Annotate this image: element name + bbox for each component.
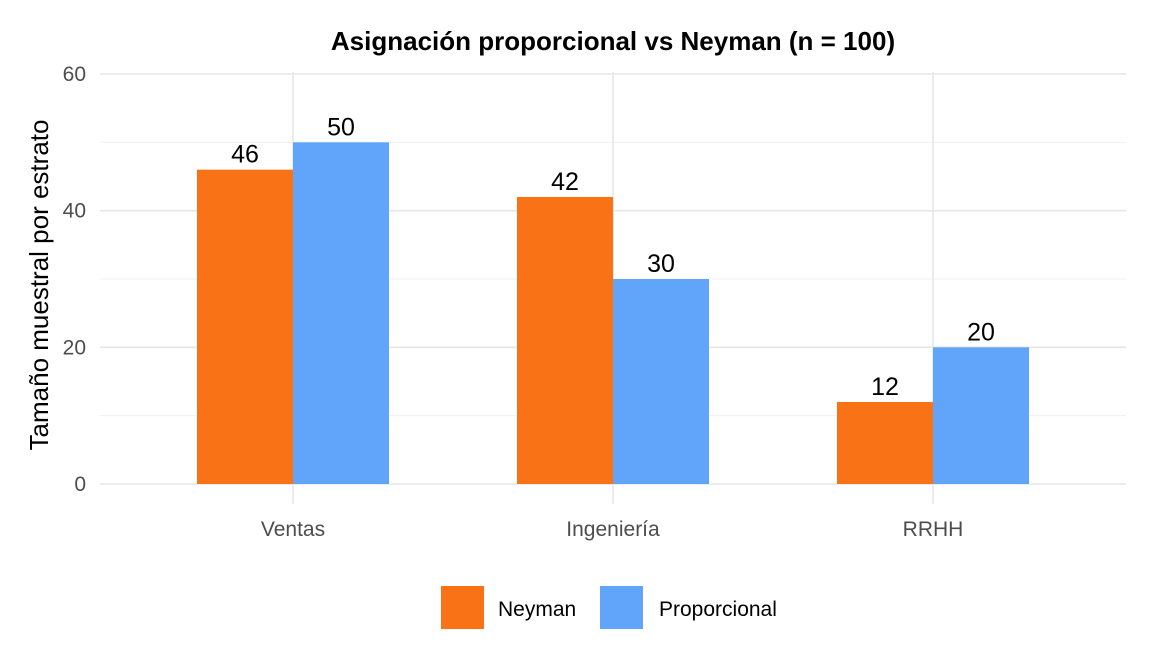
legend-label: Neyman xyxy=(498,598,576,621)
data-label: 30 xyxy=(647,250,675,278)
legend-swatch xyxy=(600,586,643,629)
data-label: 20 xyxy=(967,318,995,346)
data-label: 42 xyxy=(551,168,579,196)
bar-neyman-0 xyxy=(197,169,293,484)
bar-neyman-1 xyxy=(517,197,613,484)
bar-neyman-2 xyxy=(837,402,933,484)
y-tick-label: 20 xyxy=(63,336,86,359)
data-label: 46 xyxy=(231,141,259,169)
y-tick-label: 60 xyxy=(63,63,86,86)
chart-title: Asignación proporcional vs Neyman (n = 1… xyxy=(331,26,895,56)
legend-swatch xyxy=(441,586,484,629)
bars xyxy=(197,142,1029,485)
legend: Neyman Proporcional xyxy=(441,586,777,629)
data-labels: 46 50 42 30 12 20 xyxy=(231,113,995,401)
y-axis-label: Tamaño muestral por estrato xyxy=(24,120,54,451)
y-tick-label: 0 xyxy=(74,473,86,496)
x-tick-label: Ingeniería xyxy=(566,518,660,541)
axes: 0 20 40 60 Ventas Ingeniería RRHH xyxy=(63,63,964,541)
bar-proporcional-0 xyxy=(293,142,389,485)
x-tick-label: RRHH xyxy=(903,518,964,541)
legend-label: Proporcional xyxy=(659,598,777,621)
data-label: 12 xyxy=(871,373,899,401)
bar-proporcional-2 xyxy=(933,347,1029,484)
y-tick-label: 40 xyxy=(63,200,86,223)
data-label: 50 xyxy=(327,113,355,141)
bar-proporcional-1 xyxy=(613,279,709,484)
x-tick-label: Ventas xyxy=(261,518,325,541)
